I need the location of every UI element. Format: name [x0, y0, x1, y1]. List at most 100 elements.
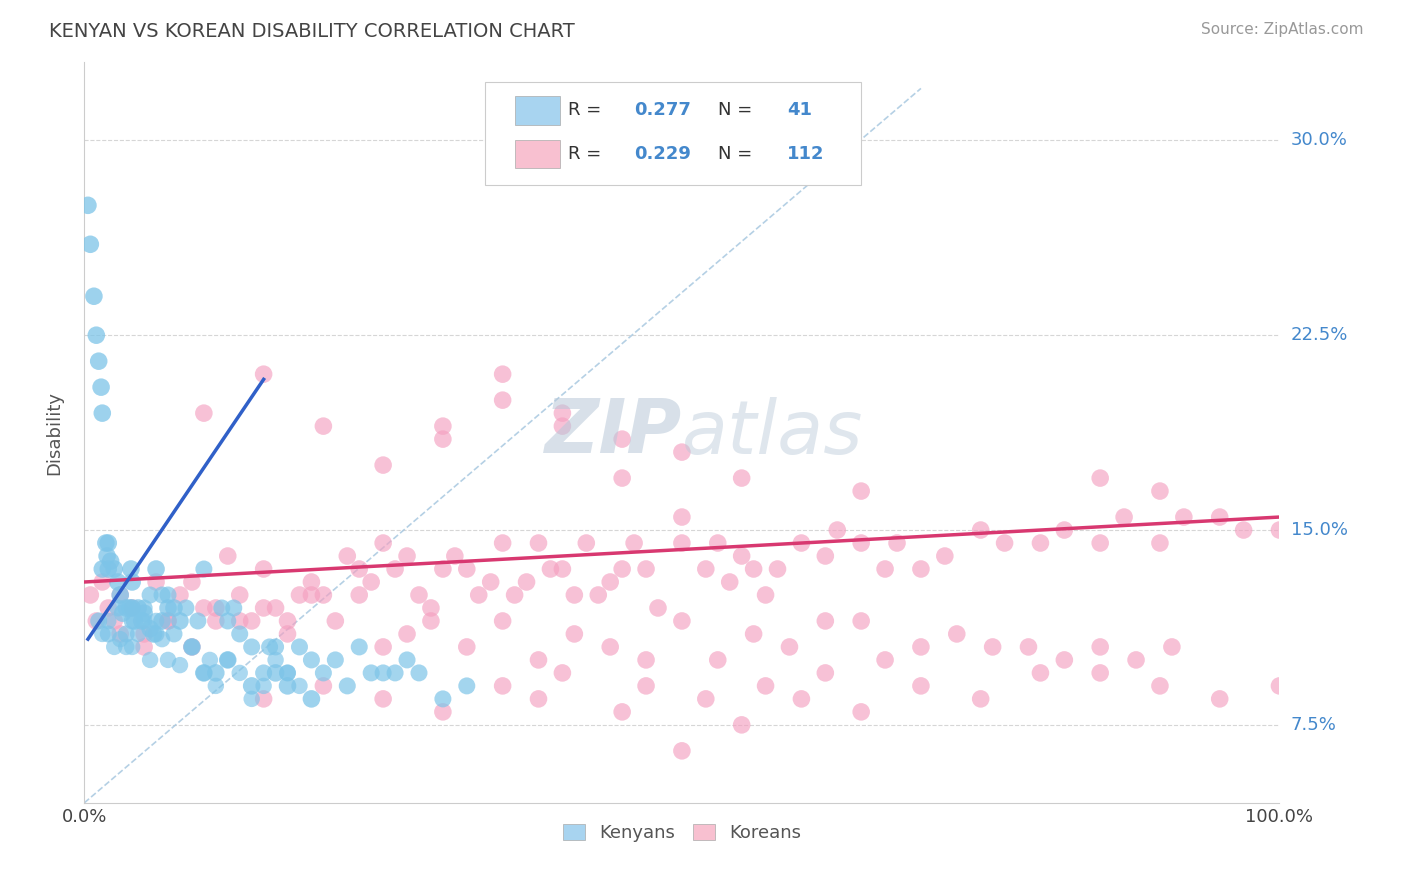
Point	[229, 627, 252, 641]
Point	[103, 562, 125, 576]
Point	[970, 523, 993, 537]
Text: 30.0%: 30.0%	[1291, 131, 1347, 149]
Point	[408, 665, 430, 680]
Point	[718, 574, 741, 589]
Point	[1209, 510, 1232, 524]
Point	[205, 679, 228, 693]
Point	[174, 601, 197, 615]
Point	[132, 640, 156, 654]
Point	[336, 549, 359, 563]
Point	[264, 665, 287, 680]
Point	[851, 705, 873, 719]
Point	[527, 536, 550, 550]
Point	[623, 536, 645, 550]
Point	[766, 562, 789, 576]
Point	[384, 562, 406, 576]
Point	[312, 679, 335, 693]
Point	[87, 354, 110, 368]
Point	[83, 289, 105, 303]
Point	[90, 380, 112, 394]
Point	[91, 406, 114, 420]
Point	[205, 614, 228, 628]
Point	[1090, 665, 1112, 680]
Point	[790, 692, 813, 706]
Point	[1053, 523, 1076, 537]
Point	[671, 614, 693, 628]
Point	[612, 705, 634, 719]
Point	[456, 640, 478, 654]
Point	[755, 588, 778, 602]
Point	[118, 601, 141, 615]
Point	[97, 614, 120, 628]
Point	[163, 601, 186, 615]
Point	[193, 601, 215, 615]
Point	[240, 614, 263, 628]
Point	[349, 588, 371, 602]
Point	[1029, 536, 1052, 550]
Point	[779, 640, 801, 654]
Point	[229, 665, 252, 680]
Point	[444, 549, 467, 563]
Point	[492, 614, 515, 628]
Point	[564, 588, 586, 602]
Text: 0.277: 0.277	[634, 102, 690, 120]
Point	[211, 601, 233, 615]
Point	[157, 601, 180, 615]
Point	[91, 574, 114, 589]
Point	[420, 601, 443, 615]
FancyBboxPatch shape	[485, 82, 862, 185]
Point	[814, 614, 837, 628]
Point	[551, 406, 574, 420]
Point	[360, 665, 382, 680]
Point	[127, 627, 149, 641]
Point	[551, 419, 574, 434]
Point	[695, 692, 717, 706]
Point	[288, 640, 311, 654]
Point	[396, 549, 419, 563]
Point	[150, 614, 173, 628]
Point	[588, 588, 610, 602]
Point	[671, 536, 693, 550]
Point	[131, 614, 153, 628]
Point	[636, 679, 658, 693]
Point	[396, 653, 419, 667]
Point	[827, 523, 849, 537]
Point	[1209, 692, 1232, 706]
Point	[851, 536, 873, 550]
Point	[612, 432, 634, 446]
Point	[169, 614, 191, 628]
Point	[121, 640, 143, 654]
Point	[373, 665, 395, 680]
Point	[217, 614, 239, 628]
Point	[396, 627, 419, 641]
Point	[599, 574, 621, 589]
Point	[107, 574, 129, 589]
Point	[132, 601, 156, 615]
Point	[910, 562, 932, 576]
Point	[277, 679, 299, 693]
Point	[222, 601, 245, 615]
Point	[264, 601, 287, 615]
Point	[77, 198, 100, 212]
Point	[121, 601, 143, 615]
Point	[86, 328, 108, 343]
Point	[301, 588, 323, 602]
Point	[87, 614, 110, 628]
Point	[132, 627, 156, 641]
Point	[111, 606, 134, 620]
Point	[1233, 523, 1256, 537]
Point	[527, 692, 550, 706]
Point	[875, 562, 897, 576]
Point	[301, 653, 323, 667]
Point	[217, 549, 239, 563]
Point	[181, 640, 204, 654]
Point	[115, 601, 138, 615]
Point	[157, 653, 180, 667]
Point	[946, 627, 969, 641]
Point	[120, 562, 142, 576]
Point	[373, 692, 395, 706]
Point	[150, 632, 173, 647]
Point	[731, 549, 754, 563]
Point	[492, 393, 515, 408]
Point	[479, 574, 502, 589]
